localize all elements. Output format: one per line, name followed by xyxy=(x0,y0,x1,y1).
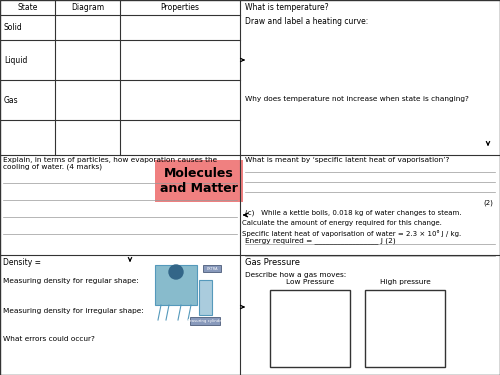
Text: Gas Pressure: Gas Pressure xyxy=(245,258,300,267)
Text: Density =: Density = xyxy=(3,258,41,267)
Text: Specific latent heat of vaporisation of water = 2.3 × 10⁶ J / kg.: Specific latent heat of vaporisation of … xyxy=(242,230,461,237)
Text: Liquid: Liquid xyxy=(4,56,28,65)
Bar xyxy=(270,290,350,367)
Text: Describe how a gas moves:: Describe how a gas moves: xyxy=(245,272,346,278)
Bar xyxy=(155,160,243,202)
Bar xyxy=(199,280,212,315)
Text: Why does temperature not increase when state is changing?: Why does temperature not increase when s… xyxy=(245,96,469,102)
Text: What errors could occur?: What errors could occur? xyxy=(3,336,95,342)
Text: Draw and label a heating curve:: Draw and label a heating curve: xyxy=(245,17,368,26)
Text: What is meant by ‘specific latent heat of vaporisation’?: What is meant by ‘specific latent heat o… xyxy=(245,157,450,163)
Text: (c)   While a kettle boils, 0.018 kg of water changes to steam.: (c) While a kettle boils, 0.018 kg of wa… xyxy=(245,210,462,216)
Circle shape xyxy=(169,265,183,279)
Text: Solid: Solid xyxy=(4,24,23,33)
Text: EXTRA: EXTRA xyxy=(206,267,218,270)
Text: Measuring density for regular shape:: Measuring density for regular shape: xyxy=(3,278,139,284)
Bar xyxy=(203,265,221,272)
Text: Properties: Properties xyxy=(160,3,200,12)
Bar xyxy=(190,317,220,325)
Text: Measuring cylinder: Measuring cylinder xyxy=(186,319,224,323)
Text: Energy required = _________________ J (2): Energy required = _________________ J (2… xyxy=(245,237,396,244)
Bar xyxy=(155,265,197,305)
Text: Diagram: Diagram xyxy=(71,3,104,12)
Text: Low Pressure: Low Pressure xyxy=(286,279,334,285)
Text: Gas: Gas xyxy=(4,96,18,105)
Text: Calculate the amount of energy required for this change.: Calculate the amount of energy required … xyxy=(242,220,442,226)
Text: State: State xyxy=(18,3,38,12)
Text: What is temperature?: What is temperature? xyxy=(245,3,328,12)
Text: High pressure: High pressure xyxy=(380,279,430,285)
Text: (2): (2) xyxy=(483,200,493,207)
Bar xyxy=(365,290,445,367)
Text: Molecules
and Matter: Molecules and Matter xyxy=(160,167,238,195)
Text: Explain, in terms of particles, how evaporation causes the
cooling of water. (4 : Explain, in terms of particles, how evap… xyxy=(3,157,217,171)
Text: Measuring density for irregular shape:: Measuring density for irregular shape: xyxy=(3,308,144,314)
